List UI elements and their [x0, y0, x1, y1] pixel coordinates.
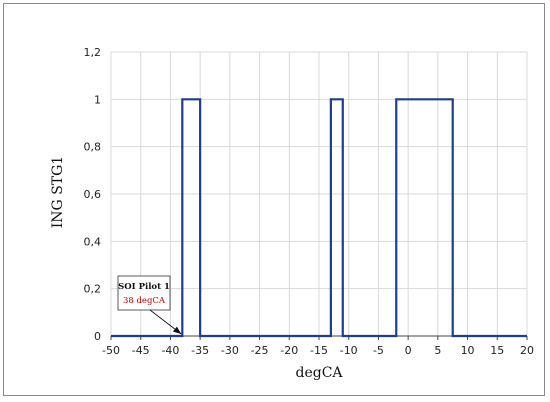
x-tick-label: -40 [161, 344, 179, 357]
x-tick-label: 0 [405, 344, 412, 357]
y-tick-label: 0 [94, 330, 101, 343]
x-tick-label: -5 [373, 344, 384, 357]
series-group [111, 98, 527, 338]
x-tick-labels: -50 -45 -40 -35 -30 -25 -20 -15 -10 -5 0 5 10 15 20 [102, 344, 534, 357]
x-tick-label: -45 [132, 344, 150, 357]
x-tick-label: -50 [102, 344, 120, 357]
callout-arrowhead [173, 326, 182, 334]
y-tick-label: 0,2 [84, 283, 102, 296]
callout-box [117, 275, 171, 311]
series-line [111, 98, 527, 338]
x-tick-label: 15 [490, 344, 504, 357]
y-tick-label: 0,8 [84, 141, 102, 154]
x-tick-label: -35 [191, 344, 209, 357]
y-tick-label: 0,4 [84, 235, 102, 248]
annotation-callout: SOI Pilot 1 38 degCA [117, 275, 182, 335]
x-tick-label: 10 [461, 344, 475, 357]
x-tick-label: -15 [310, 344, 328, 357]
x-tick-label: -10 [340, 344, 358, 357]
x-tick-label: -25 [251, 344, 269, 357]
x-tick-label: -30 [221, 344, 239, 357]
y-tick-label: 1,2 [84, 46, 102, 59]
x-tick-label: 20 [520, 344, 534, 357]
y-tick-label: 1 [94, 93, 101, 106]
y-axis-title: ING STG1 [50, 156, 66, 228]
y-tick-label: 0,6 [84, 188, 102, 201]
chart-frame [3, 3, 545, 396]
x-axis-title: degCA [295, 365, 343, 381]
callout-title: SOI Pilot 1 [118, 282, 170, 292]
grid-lines [110, 51, 528, 337]
x-tick-label: -20 [280, 344, 298, 357]
callout-value: 38 degCA [123, 296, 166, 306]
y-tick-labels: 0 0,2 0,4 0,6 0,8 1 1,2 [84, 46, 102, 343]
x-tick-label: 5 [434, 344, 441, 357]
